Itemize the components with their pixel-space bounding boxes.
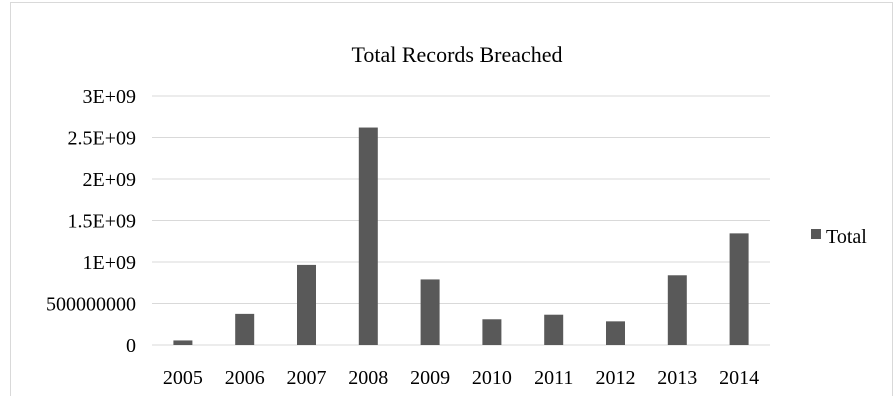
- y-tick-label: 500000000: [46, 294, 136, 316]
- y-tick-label: 1.5E+09: [68, 211, 137, 233]
- x-tick-label-2005: 2005: [163, 367, 203, 389]
- x-tick-label-2009: 2009: [410, 367, 450, 389]
- bar-2007: [297, 264, 316, 345]
- y-tick-label: 3E+09: [83, 86, 137, 108]
- x-tick-label-2007: 2007: [287, 367, 327, 389]
- chart-title: Total Records Breached: [351, 42, 562, 67]
- gridlines: [152, 95, 770, 346]
- y-axis-tick-labels: 0 500000000 1E+09 1.5E+09 2E+09 2.5E+09 3E+09: [46, 86, 136, 357]
- x-tick-label-2013: 2013: [657, 367, 697, 389]
- legend: Total: [811, 226, 867, 248]
- y-tick-label: 2.5E+09: [68, 128, 137, 150]
- bar-2008: [358, 127, 378, 345]
- y-tick-label: 1E+09: [83, 252, 137, 274]
- x-tick-label-2010: 2010: [472, 367, 512, 389]
- x-tick-label-2008: 2008: [348, 367, 388, 389]
- x-axis-tick-labels: 2005 2006 2007 2008 2009 2010 2011 2012 2013 2014: [163, 367, 759, 389]
- y-tick-label: 2E+09: [83, 169, 137, 191]
- bar-2014: [729, 233, 749, 345]
- bar-2005: [173, 340, 193, 345]
- x-tick-label-2012: 2012: [596, 367, 636, 389]
- x-tick-label-2006: 2006: [225, 367, 265, 389]
- x-tick-label-2011: 2011: [534, 367, 573, 389]
- legend-label-total: Total: [826, 226, 867, 248]
- bar-2013: [667, 275, 687, 345]
- bars: [173, 127, 749, 345]
- bar-2006: [235, 313, 255, 345]
- x-tick-label-2014: 2014: [719, 367, 759, 389]
- bar-2010: [482, 319, 502, 345]
- bar-2009: [420, 279, 440, 345]
- y-tick-label: 0: [126, 335, 136, 357]
- legend-swatch-total: [811, 229, 821, 239]
- bar-2011: [544, 314, 564, 345]
- bar-2012: [606, 321, 625, 345]
